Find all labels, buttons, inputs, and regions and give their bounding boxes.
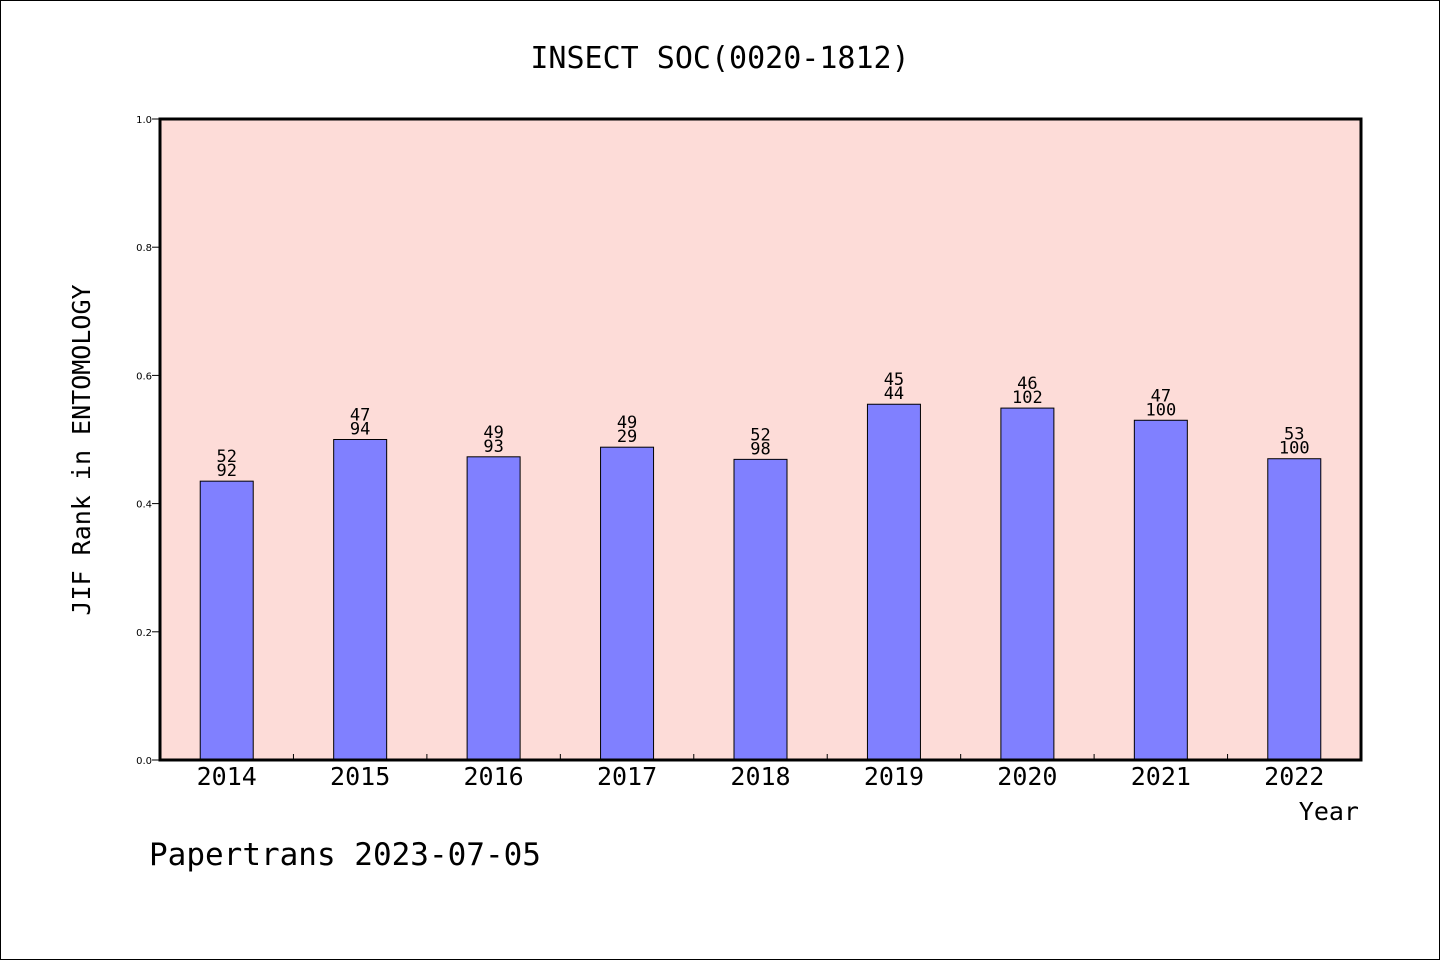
bar-2017 bbox=[600, 446, 655, 761]
y-tick-label-2: 0.4 bbox=[136, 500, 152, 511]
x-tick-label-2018: 2018 bbox=[730, 762, 790, 791]
bar-label-top-2018: 52 bbox=[750, 425, 770, 445]
x-tick-label-2015: 2015 bbox=[330, 762, 390, 791]
footer-credit: Papertrans 2023-07-05 bbox=[149, 837, 541, 873]
bar-label-bottom-2021: 100 bbox=[1145, 400, 1176, 420]
bar-label-top-2015: 47 bbox=[350, 406, 370, 426]
bar-2014 bbox=[199, 480, 254, 761]
bar-2021 bbox=[1133, 419, 1188, 761]
bar-label-top-2020: 46 bbox=[1017, 374, 1037, 394]
bar-2018 bbox=[733, 458, 788, 761]
bar-label-top-2021: 47 bbox=[1151, 386, 1171, 406]
bar-label-top-2016: 49 bbox=[483, 423, 503, 443]
y-axis: 0.0 0.2 0.4 0.6 0.8 1.0 bbox=[136, 115, 160, 767]
bar-label-bottom-2017: 29 bbox=[617, 427, 637, 447]
bar-label-bottom-2015: 94 bbox=[350, 420, 370, 440]
bar-2022 bbox=[1267, 458, 1322, 761]
plot-border bbox=[158, 117, 1363, 762]
bar-2020 bbox=[1000, 407, 1055, 761]
y-tick-label-0: 0.0 bbox=[136, 756, 152, 767]
bar-label-bottom-2018: 98 bbox=[750, 439, 770, 459]
bar-2019 bbox=[866, 403, 921, 761]
bar-label-bottom-2019: 44 bbox=[884, 384, 904, 404]
y-tick-label-4: 0.8 bbox=[136, 243, 152, 254]
bar-label-bottom-2022: 100 bbox=[1279, 439, 1310, 459]
x-tick-label-2014: 2014 bbox=[197, 762, 257, 791]
bar-label-bottom-2014: 92 bbox=[216, 461, 236, 481]
x-tick-label-2021: 2021 bbox=[1131, 762, 1191, 791]
bar-2015 bbox=[333, 439, 388, 761]
chart-title: INSECT SOC(0020-1812) bbox=[530, 41, 909, 76]
x-tick-label-2019: 2019 bbox=[864, 762, 924, 791]
y-tick-label-3: 0.6 bbox=[136, 371, 152, 382]
bar-label-bottom-2020: 102 bbox=[1012, 388, 1043, 408]
bar-2016 bbox=[466, 456, 521, 761]
x-tick-label-2022: 2022 bbox=[1264, 762, 1324, 791]
bar-label-top-2019: 45 bbox=[884, 370, 904, 390]
y-tick-label-1: 0.2 bbox=[136, 628, 152, 639]
x-axis-label: Year bbox=[1299, 797, 1359, 826]
bar-label-top-2017: 49 bbox=[617, 413, 637, 433]
y-axis-label: JIF Rank in ENTOMOLOGY bbox=[67, 284, 96, 615]
y-tick-label-5: 1.0 bbox=[136, 115, 152, 126]
bar-label-bottom-2016: 93 bbox=[483, 437, 503, 457]
x-tick-label-2020: 2020 bbox=[997, 762, 1057, 791]
bar-label-top-2014: 52 bbox=[216, 447, 236, 467]
x-tick-label-2017: 2017 bbox=[597, 762, 657, 791]
x-axis: 2014 2015 2016 2017 2018 2019 2020 2021 2022 bbox=[197, 754, 1324, 791]
x-tick-label-2016: 2016 bbox=[464, 762, 524, 791]
bar-label-top-2022: 53 bbox=[1284, 425, 1304, 445]
